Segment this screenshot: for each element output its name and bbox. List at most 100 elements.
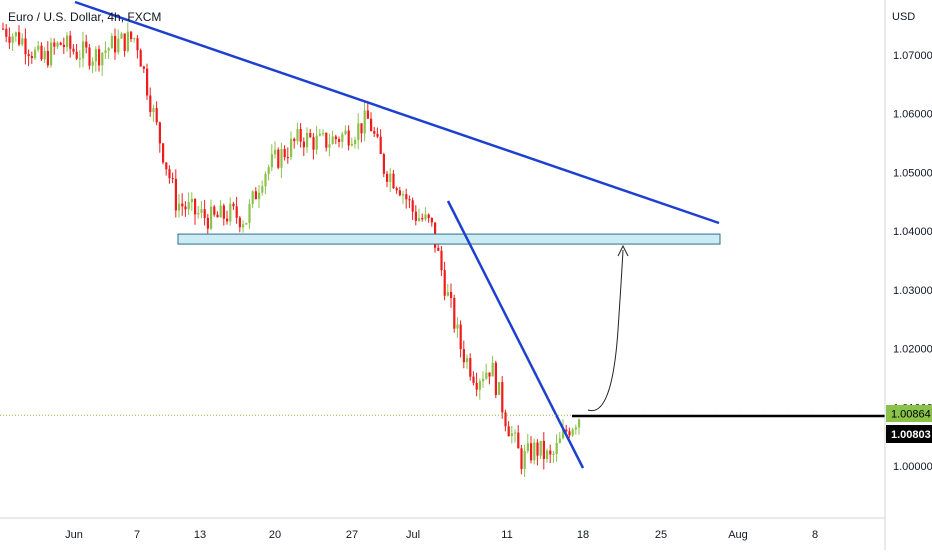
candle-body [245, 223, 248, 225]
candle-body [280, 148, 283, 168]
candle-body [162, 143, 165, 163]
candle-body [62, 44, 65, 48]
candle-body [411, 200, 414, 212]
candle-body [408, 199, 411, 201]
candle-body [366, 110, 369, 119]
candle-body [290, 138, 293, 158]
candle-body [398, 190, 401, 196]
candle-body [34, 49, 37, 59]
candle-body [507, 426, 510, 437]
candle-body [549, 450, 552, 455]
candle-body [443, 270, 446, 296]
candle-body [357, 123, 360, 141]
candle-body [232, 203, 235, 207]
candle-body [552, 453, 555, 455]
candle-body [574, 427, 577, 430]
candle-body [69, 35, 72, 49]
candle-body [261, 186, 264, 193]
steep-trendline [446, 200, 585, 469]
candle-body [498, 382, 501, 395]
candle-body [504, 412, 507, 427]
candle-body [242, 224, 245, 228]
candle-body [539, 440, 542, 456]
candle-body [181, 203, 184, 207]
candle-body [142, 66, 145, 69]
candle-body [478, 381, 481, 390]
candle-body [494, 362, 497, 395]
candle-body [485, 372, 488, 379]
candle-body [286, 157, 289, 159]
candle-body [389, 173, 392, 182]
candle-body [360, 123, 363, 134]
candle-body [174, 178, 177, 211]
candle-body [565, 429, 568, 432]
candle-body [120, 33, 123, 39]
crosshair-price-label: 1.00803 [891, 429, 931, 441]
candle-body [184, 206, 187, 210]
time-tick-label: 13 [194, 529, 206, 541]
price-tick-label: 1.07000 [893, 50, 932, 62]
candle-body [312, 137, 315, 150]
candle-body [75, 51, 78, 59]
candle-body [459, 324, 462, 350]
candle-body [456, 324, 459, 329]
candle-body [226, 218, 229, 222]
candle-body [11, 36, 14, 43]
candle-body [219, 205, 222, 218]
candle-body [229, 203, 232, 222]
candle-body [370, 118, 373, 131]
candle-body [571, 429, 574, 436]
candle-body [206, 217, 209, 229]
candle-body [501, 382, 504, 413]
candle-body [235, 206, 238, 218]
candle-body [568, 431, 571, 436]
candle-body [72, 48, 75, 52]
candle-body [101, 52, 104, 66]
crosshair-price-badge [886, 425, 932, 443]
candle-body [386, 173, 389, 182]
candle-body [104, 50, 107, 53]
candle-body [546, 450, 549, 460]
candle-body [110, 35, 113, 49]
candle-body [469, 358, 472, 377]
projection-arrow [587, 249, 624, 412]
candle-body [536, 442, 539, 456]
candle-body [472, 376, 475, 383]
candle-body [530, 443, 533, 461]
candle-body [152, 108, 155, 113]
time-tick-label: 7 [134, 529, 140, 541]
candle-body [203, 209, 206, 218]
candles-layer [2, 22, 581, 478]
candle-body [130, 31, 133, 40]
candle-body [446, 291, 449, 296]
candle-body [171, 178, 174, 180]
candle-body [222, 205, 225, 219]
candle-body [322, 132, 325, 134]
candle-body [94, 49, 97, 62]
candle-body [139, 50, 142, 67]
candle-body [5, 28, 8, 37]
candle-body [395, 188, 398, 191]
price-tick-label: 1.04000 [893, 226, 932, 238]
candle-body [267, 167, 270, 174]
candle-body [133, 38, 136, 40]
candle-body [341, 134, 344, 142]
candle-body [18, 32, 21, 45]
candle-body [382, 154, 385, 174]
candle-body [277, 149, 280, 168]
candle-body [424, 214, 427, 220]
candle-body [258, 192, 261, 200]
candle-body [462, 349, 465, 363]
candle-body [510, 433, 513, 437]
candle-body [78, 58, 81, 60]
candle-body [354, 140, 357, 145]
candle-body [117, 38, 120, 53]
candle-body [40, 45, 43, 60]
price-tick-label: 1.06000 [893, 109, 932, 121]
candle-body [24, 38, 27, 55]
time-tick-label: 25 [655, 529, 667, 541]
candle-body [430, 217, 433, 223]
